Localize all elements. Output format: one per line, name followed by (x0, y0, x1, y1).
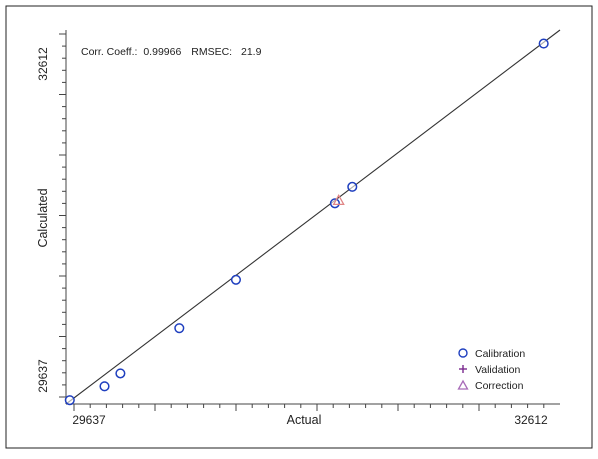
fit-line-group (65, 29, 561, 405)
y-tick-label-max: 32612 (36, 47, 50, 81)
legend-marker-validation (459, 365, 467, 373)
legend-marker-correction (457, 379, 469, 390)
corr-label: Corr. Coeff.: (81, 46, 137, 58)
fit-line (65, 29, 561, 405)
y-tick-label-min: 29637 (36, 359, 50, 393)
rmsec-value: 21.9 (241, 46, 262, 58)
calibration-point (174, 323, 185, 334)
legend-label-validation: Validation (475, 364, 520, 376)
calibration-point (347, 181, 358, 192)
legend-label-correction: Correction (475, 380, 524, 392)
axes-frame (65, 30, 560, 405)
x-axis-title: Actual (287, 413, 322, 427)
x-minor-ticks (73, 404, 545, 411)
correction-point (332, 194, 345, 205)
x-tick-label-max: 32612 (514, 413, 548, 427)
calibration-point (64, 395, 75, 406)
calibration-point (115, 368, 126, 379)
calibration-point (230, 274, 242, 285)
stats-annotation: Corr. Coeff.: 0.99966 RMSEC: 21.9 (81, 46, 262, 58)
y-axis-title: Calculated (36, 188, 50, 247)
calibration-point (99, 381, 110, 392)
legend-marker-calibration (458, 348, 468, 358)
x-tick-label-min: 29637 (72, 413, 106, 427)
rmsec-label: RMSEC: (191, 46, 232, 58)
calibration-point (538, 38, 549, 49)
data-points (64, 38, 549, 406)
y-minor-ticks (59, 33, 66, 398)
legend: Calibration Validation Correction (457, 348, 525, 392)
legend-label-calibration: Calibration (475, 348, 525, 360)
corr-value: 0.99966 (143, 46, 181, 58)
